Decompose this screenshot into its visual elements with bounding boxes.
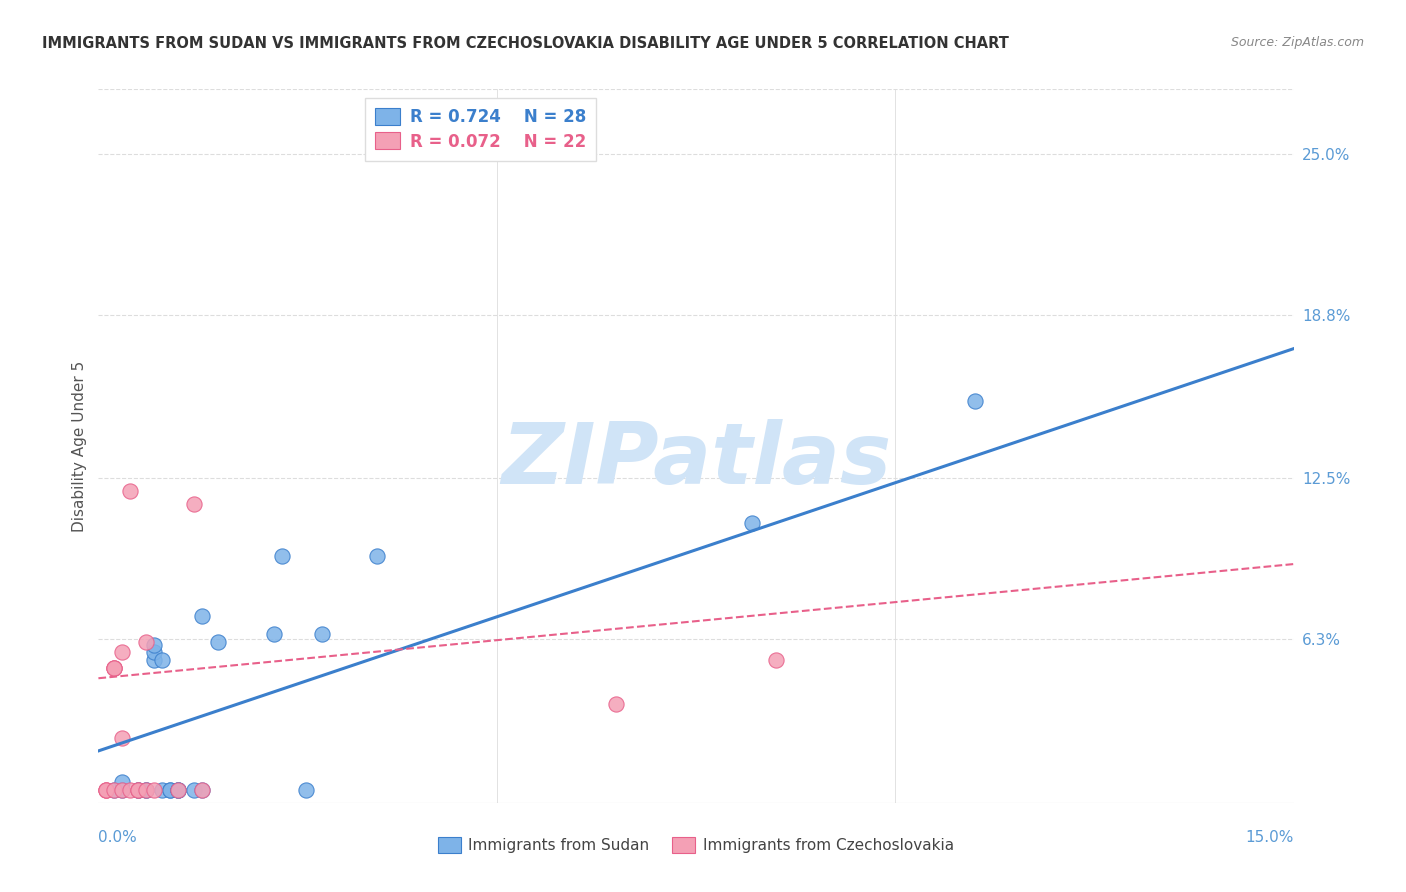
Point (135, 782, 157, 797)
Point (270, 549, 292, 564)
Point (159, 782, 181, 797)
Point (111, 782, 134, 797)
Point (605, 697, 627, 711)
Point (366, 549, 388, 564)
Point (135, 635, 157, 649)
Point (167, 782, 190, 797)
Y-axis label: Disability Age Under 5: Disability Age Under 5 (72, 360, 87, 532)
Legend: Immigrants from Sudan, Immigrants from Czechoslovakia: Immigrants from Sudan, Immigrants from C… (432, 831, 960, 859)
Point (741, 516, 763, 530)
Point (150, 782, 173, 797)
Point (963, 393, 986, 408)
Point (183, 782, 205, 797)
Point (120, 484, 142, 499)
Point (263, 627, 285, 641)
Point (111, 731, 134, 745)
Text: ZIPatlas: ZIPatlas (501, 418, 891, 502)
Point (103, 782, 125, 797)
Point (191, 609, 214, 624)
Point (765, 653, 787, 667)
Point (143, 638, 166, 652)
Point (103, 661, 125, 675)
Point (103, 782, 125, 797)
Point (127, 782, 149, 797)
Point (167, 782, 190, 797)
Point (135, 782, 157, 797)
Point (111, 775, 134, 789)
Point (191, 782, 214, 797)
Point (150, 653, 173, 667)
Point (294, 782, 316, 797)
Text: 15.0%: 15.0% (1246, 830, 1294, 845)
Point (96, 782, 118, 797)
Point (143, 645, 166, 659)
Point (103, 661, 125, 675)
Point (167, 782, 190, 797)
Point (311, 627, 333, 641)
Point (111, 782, 134, 797)
Point (96, 782, 118, 797)
Point (143, 782, 166, 797)
Point (120, 782, 142, 797)
Text: Source: ZipAtlas.com: Source: ZipAtlas.com (1230, 36, 1364, 49)
Text: 0.0%: 0.0% (98, 830, 138, 845)
Point (183, 497, 205, 511)
Point (135, 782, 157, 797)
Point (127, 782, 149, 797)
Point (96, 782, 118, 797)
Point (191, 782, 214, 797)
Point (127, 782, 149, 797)
Point (159, 782, 181, 797)
Point (103, 661, 125, 675)
Point (143, 653, 166, 667)
Point (167, 782, 190, 797)
Point (111, 645, 134, 659)
Text: IMMIGRANTS FROM SUDAN VS IMMIGRANTS FROM CZECHOSLOVAKIA DISABILITY AGE UNDER 5 C: IMMIGRANTS FROM SUDAN VS IMMIGRANTS FROM… (42, 36, 1010, 51)
Point (207, 635, 229, 649)
Point (127, 782, 149, 797)
